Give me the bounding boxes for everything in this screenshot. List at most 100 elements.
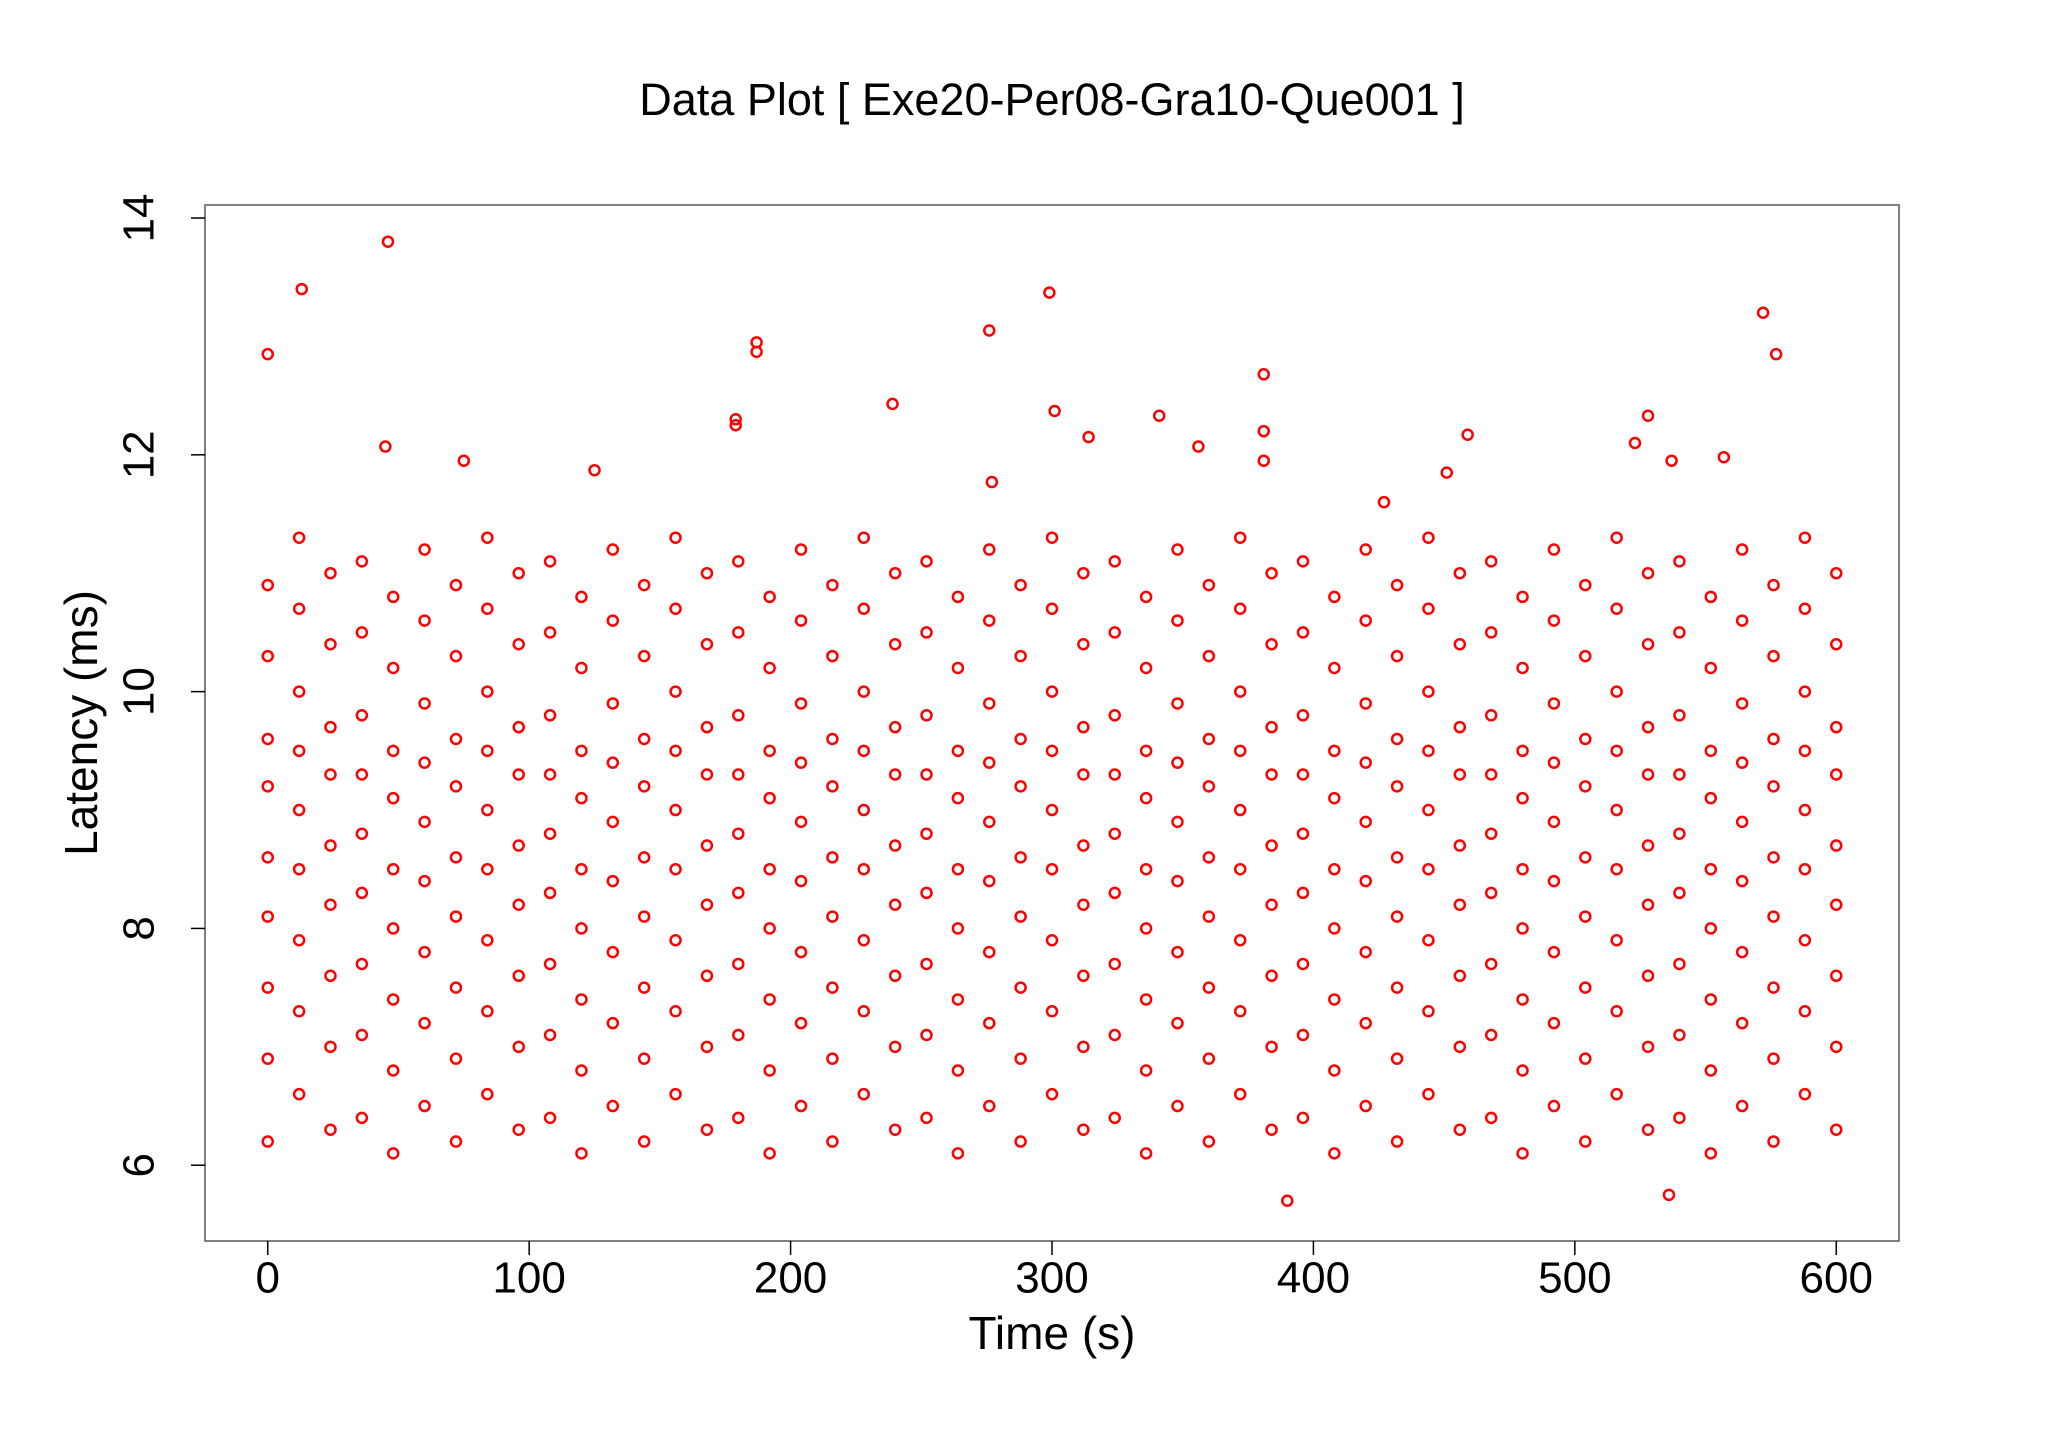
point: [1704, 862, 1718, 876]
point: [983, 1099, 996, 1113]
point: [920, 1028, 933, 1042]
point: [1328, 661, 1341, 675]
point: [1082, 430, 1095, 444]
point: [1579, 780, 1592, 793]
point: [669, 862, 682, 876]
point: [1377, 495, 1391, 509]
point: [386, 744, 400, 758]
point: [575, 862, 588, 876]
point: [1422, 602, 1435, 615]
point: [1233, 531, 1247, 544]
point: [763, 590, 776, 604]
point: [1830, 768, 1843, 781]
point: [606, 1099, 620, 1113]
point: [637, 780, 651, 793]
point: [732, 827, 745, 840]
point: [1233, 1087, 1247, 1101]
point: [418, 945, 431, 959]
point: [1045, 602, 1059, 615]
point: [292, 602, 306, 615]
point: [826, 732, 839, 746]
point: [449, 780, 463, 793]
point: [951, 922, 965, 935]
point: [457, 454, 471, 467]
point: [1735, 697, 1749, 710]
point: [794, 815, 808, 829]
point: [1328, 1064, 1341, 1077]
point: [1798, 934, 1812, 947]
point: [1077, 969, 1090, 983]
point: [1265, 1040, 1278, 1054]
point: [1139, 744, 1153, 758]
point: [732, 1028, 745, 1042]
point: [292, 685, 306, 698]
point: [575, 744, 588, 758]
point: [261, 1052, 274, 1065]
point: [826, 1052, 839, 1065]
point: [1108, 768, 1121, 781]
point: [386, 993, 400, 1006]
point: [669, 1005, 682, 1018]
point: [888, 566, 902, 580]
point: [543, 1111, 557, 1125]
point: [1830, 839, 1843, 852]
y-tick-label: 10: [115, 667, 164, 716]
point: [1077, 1123, 1090, 1136]
point: [1484, 555, 1498, 568]
point: [261, 649, 274, 663]
point: [1014, 732, 1027, 746]
point: [588, 463, 601, 477]
point: [920, 709, 933, 722]
point: [700, 839, 714, 852]
point: [1769, 347, 1783, 361]
point: [418, 874, 431, 888]
point: [449, 910, 463, 923]
point: [1171, 945, 1184, 959]
point: [1798, 602, 1812, 615]
point: [1328, 590, 1341, 604]
point: [1547, 543, 1561, 556]
point: [1202, 578, 1216, 592]
point: [1610, 1005, 1623, 1018]
point: [700, 969, 714, 983]
y-tick-label: 14: [115, 194, 164, 243]
point: [857, 1005, 871, 1018]
point: [732, 1111, 745, 1125]
point: [292, 1005, 306, 1018]
point: [1767, 910, 1780, 923]
point: [481, 685, 494, 698]
point: [449, 578, 463, 592]
point: [1641, 969, 1655, 983]
point: [951, 744, 965, 758]
point: [324, 638, 337, 651]
point: [1202, 1052, 1216, 1065]
point: [1547, 815, 1561, 829]
point: [1767, 851, 1780, 864]
point: [700, 638, 714, 651]
point: [481, 744, 494, 758]
point: [1390, 732, 1404, 746]
point: [732, 555, 745, 568]
point: [794, 1016, 808, 1030]
point: [481, 862, 494, 876]
point: [1547, 697, 1561, 710]
point: [261, 780, 274, 793]
point: [983, 1016, 996, 1030]
point: [951, 993, 965, 1006]
point: [637, 910, 651, 923]
point: [543, 709, 557, 722]
point: [1296, 886, 1310, 900]
point: [1265, 638, 1278, 651]
point: [1077, 839, 1090, 852]
point: [1767, 578, 1780, 592]
point: [1045, 1087, 1059, 1101]
point: [355, 555, 369, 568]
point: [1484, 957, 1498, 971]
point: [1139, 590, 1153, 604]
point: [983, 614, 996, 627]
point: [261, 1135, 274, 1148]
point: [1045, 531, 1059, 544]
point: [1014, 981, 1027, 994]
point: [1045, 685, 1059, 698]
point: [763, 1064, 776, 1077]
